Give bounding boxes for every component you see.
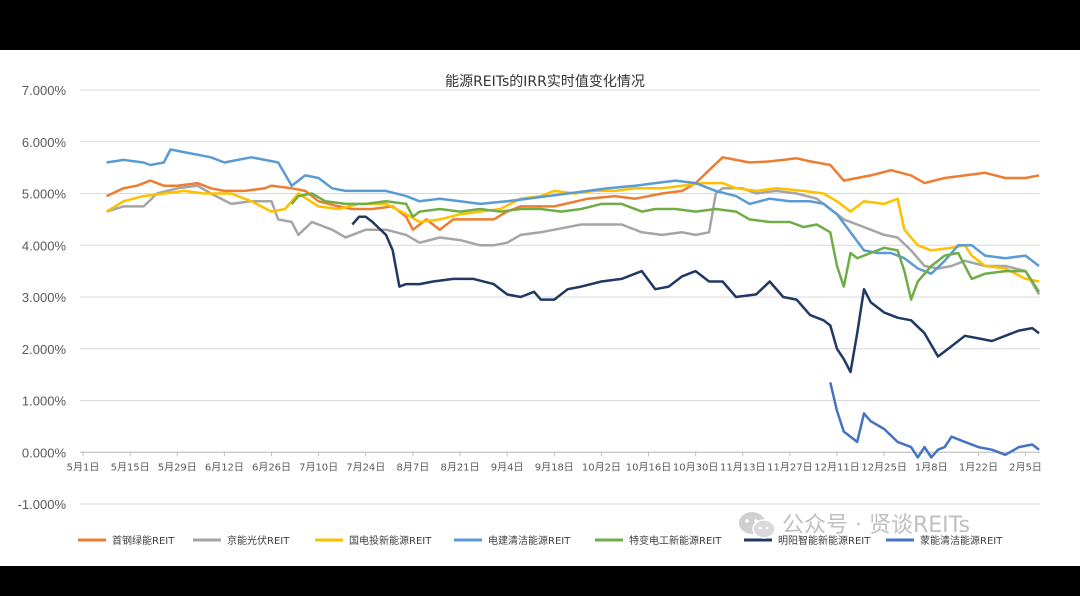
legend-item-4: 电建清洁能源REIT <box>454 534 571 547</box>
series-line-1 <box>106 156 1040 231</box>
x-tick-label: 9月4日 <box>491 461 524 473</box>
legend-item-5: 特变电工新能源REIT <box>595 534 722 547</box>
y-tick-label: 3.000% <box>22 290 67 305</box>
legend-label: 电建清洁能源REIT <box>488 534 571 547</box>
x-tick-label: 6月26日 <box>252 461 291 473</box>
y-tick-label: 2.000% <box>22 342 67 357</box>
x-tick-label: 7月24日 <box>346 461 385 473</box>
line-chart: 能源REITs的IRR实时值变化情况 7.000% 6.000% 5.000% 4.0… <box>18 74 1042 547</box>
x-tick-label: 5月15日 <box>111 461 150 473</box>
wechat-icon <box>739 512 776 539</box>
legend-item-2: 京能光伏REIT <box>193 534 290 547</box>
x-tick-label: 7月10日 <box>299 461 338 473</box>
series-line-5 <box>290 192 1041 301</box>
legend: 首钢绿能REIT 京能光伏REIT 国电投新能源REIT 电建清洁能源REIT 特变电工… <box>78 534 1003 547</box>
legend-label: 首钢绿能REIT <box>112 534 175 547</box>
chart-container: 能源REITs的IRR实时值变化情况 7.000% 6.000% 5.000% 4.0… <box>0 50 1080 566</box>
y-tick-label: 4.000% <box>22 238 67 253</box>
x-tick-label: 1月8日 <box>915 461 948 473</box>
series-line-2 <box>106 184 1041 296</box>
series-line-6 <box>351 215 1040 374</box>
series-line-7 <box>829 382 1040 459</box>
x-tick-label: 10月30日 <box>673 461 718 473</box>
x-tick-label: 1月22日 <box>959 461 998 473</box>
legend-label: 京能光伏REIT <box>227 534 290 547</box>
legend-label: 国电投新能源REIT <box>349 534 432 547</box>
x-tick-label: 12月25日 <box>861 461 906 473</box>
legend-label: 蒙能清洁能源REIT <box>920 534 1003 547</box>
legend-label: 特变电工新能源REIT <box>629 534 722 547</box>
x-tick-label: 5月1日 <box>67 461 100 473</box>
x-tick-label: 8月21日 <box>440 461 479 473</box>
x-tick-label: 11月27日 <box>767 461 812 473</box>
series-lines <box>105 148 1041 459</box>
y-tick-label: 5.000% <box>22 187 67 202</box>
y-tick-label: -1.000% <box>18 497 67 512</box>
x-tick-label: 2月5日 <box>1009 461 1042 473</box>
y-tick-label: 0.000% <box>22 445 67 460</box>
watermark-text: 公众号 · 贤谈REITs <box>782 513 970 538</box>
grid <box>80 89 1040 505</box>
legend-item-3: 国电投新能源REIT <box>315 534 432 547</box>
legend-item-7: 蒙能清洁能源REIT <box>886 534 1003 547</box>
x-axis-ticks: 5月1日 5月15日 5月29日 6月12日 6月26日 7月10日 7月24日 8月7日 8月… <box>67 452 1042 473</box>
x-tick-label: 11月13日 <box>720 461 765 473</box>
y-tick-label: 6.000% <box>22 135 67 150</box>
x-tick-label: 10月2日 <box>582 461 621 473</box>
series-line-4 <box>106 148 1040 275</box>
watermark: 公众号 · 贤谈REITs <box>739 512 970 539</box>
legend-label: 明阳智能新能源REIT <box>778 534 871 547</box>
x-tick-label: 12月11日 <box>814 461 859 473</box>
series-line-3 <box>105 181 1040 283</box>
x-tick-label: 10月16日 <box>626 461 671 473</box>
legend-item-6: 明阳智能新能源REIT <box>744 534 871 547</box>
y-axis-ticks: 7.000% 6.000% 5.000% 4.000% 3.000% 2.000% 1.00… <box>18 83 67 512</box>
x-tick-label: 9月18日 <box>535 461 574 473</box>
y-tick-label: 7.000% <box>22 83 67 98</box>
y-tick-label: 1.000% <box>22 394 67 409</box>
chart-title: 能源REITs的IRR实时值变化情况 <box>445 74 645 90</box>
legend-item-1: 首钢绿能REIT <box>78 534 175 547</box>
x-tick-label: 8月7日 <box>397 461 430 473</box>
x-tick-label: 6月12日 <box>205 461 244 473</box>
x-tick-label: 5月29日 <box>158 461 197 473</box>
